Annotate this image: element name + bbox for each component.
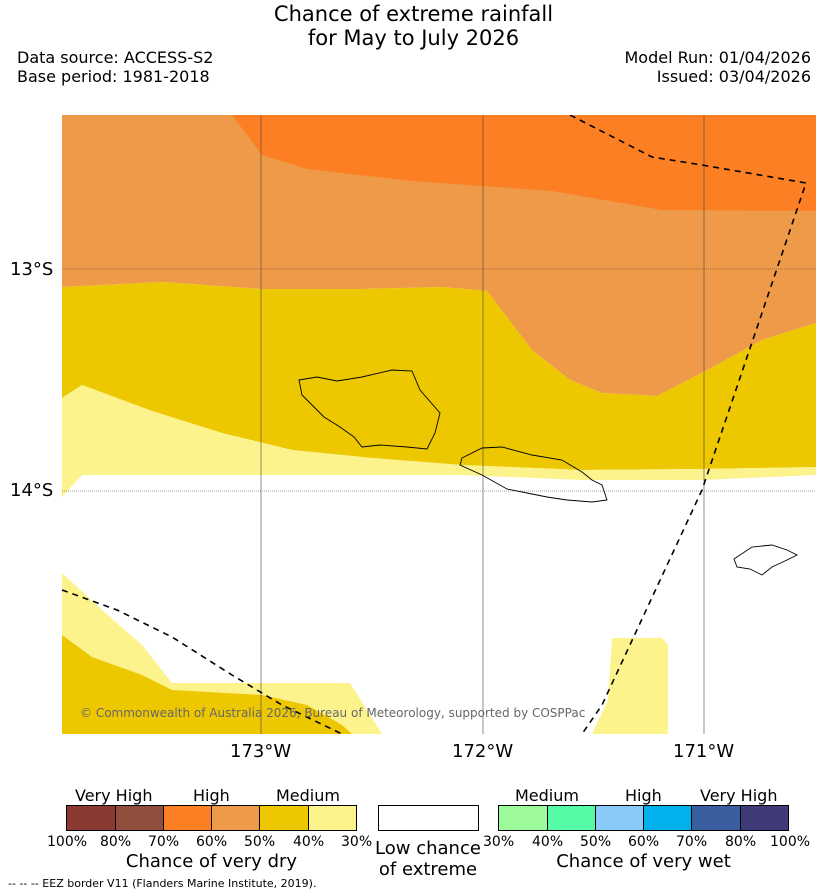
legend-wet-title: Chance of very wet bbox=[556, 851, 731, 872]
legend-dry-swatch-1 bbox=[66, 805, 116, 831]
dry-60-70-region bbox=[232, 115, 816, 211]
legend-dry-pct: 70% bbox=[148, 834, 180, 850]
metadata-left: Data source: ACCESS-S2 Base period: 1981… bbox=[17, 48, 213, 86]
legend-wet-pct: 50% bbox=[580, 834, 612, 850]
data-source: Data source: ACCESS-S2 bbox=[17, 48, 214, 67]
upolu-island bbox=[459, 446, 608, 503]
model-run: Model Run: 01/04/2026 bbox=[624, 48, 812, 67]
legend-dry-swatch-2 bbox=[115, 805, 164, 831]
legend-wet-swatch-1 bbox=[498, 805, 548, 831]
lon-label-171w: 171°W bbox=[673, 741, 735, 762]
eez-border bbox=[62, 115, 808, 734]
legend-dry-pct: 50% bbox=[244, 834, 276, 850]
dry-40-50-region-sw bbox=[62, 635, 352, 734]
dry-40-50-region bbox=[62, 282, 816, 470]
legend-wet-swatch-2 bbox=[547, 805, 596, 831]
legend-dry-pct: 40% bbox=[293, 834, 325, 850]
map-title: Chance of extreme rainfall for May to Ju… bbox=[0, 2, 827, 50]
issued-date: Issued: 03/04/2026 bbox=[656, 67, 811, 86]
legend-wet-swatch-4 bbox=[643, 805, 692, 831]
legend-low-title: Low chance of extreme bbox=[370, 838, 486, 880]
coastlines bbox=[298, 369, 799, 576]
eez-border-southwest bbox=[62, 589, 343, 734]
legend-wet-cat-medium: Medium bbox=[515, 786, 579, 805]
legend-dry-pct: 60% bbox=[196, 834, 228, 850]
title-line-2: for May to July 2026 bbox=[307, 26, 520, 50]
legend-low-swatch bbox=[378, 805, 479, 831]
lon-label-173w: 173°W bbox=[230, 741, 292, 762]
graticule bbox=[62, 115, 816, 734]
legend-dry-pct: 80% bbox=[100, 834, 132, 850]
legend-dry-cat-very-high: Very High bbox=[75, 786, 153, 805]
copyright-text: © Commonwealth of Australia 2026, Bureau… bbox=[80, 706, 585, 720]
legend-dry-swatch-3 bbox=[163, 805, 212, 831]
lat-label-14s: 14°S bbox=[10, 480, 54, 501]
legend-wet-swatch-6 bbox=[740, 805, 789, 831]
eez-border-east bbox=[569, 115, 808, 734]
tutuila-island bbox=[733, 544, 799, 576]
legend-wet-cat-high: High bbox=[625, 786, 662, 805]
legend-dry-cat-medium: Medium bbox=[276, 786, 340, 805]
legend-wet-swatch-3 bbox=[595, 805, 644, 831]
legend-dry-swatch-4 bbox=[211, 805, 260, 831]
legend-wet-pct: 30% bbox=[483, 834, 515, 850]
metadata-right: Model Run: 01/04/2026 Issued: 03/04/2026 bbox=[625, 48, 812, 86]
base-period: Base period: 1981-2018 bbox=[17, 67, 210, 86]
legend-wet-cat-very-high: Very High bbox=[700, 786, 778, 805]
legend-dry-swatch-6 bbox=[308, 805, 357, 831]
rainfall-map: © Commonwealth of Australia 2026, Bureau… bbox=[62, 115, 816, 734]
title-line-1: Chance of extreme rainfall bbox=[273, 2, 554, 26]
legend-dry-pct: 30% bbox=[341, 834, 373, 850]
dry-30-40-region bbox=[62, 385, 816, 497]
lat-label-13s: 13°S bbox=[10, 259, 54, 280]
legend-wet-pct: 70% bbox=[676, 834, 708, 850]
legend-wet-swatch-5 bbox=[691, 805, 741, 831]
savaii-island bbox=[298, 369, 441, 450]
legend-wet-pct: 40% bbox=[532, 834, 564, 850]
legend-low-line-1: Low chance bbox=[375, 838, 481, 859]
legend-dry-cat-high: High bbox=[193, 786, 230, 805]
dry-30-40-region-se bbox=[592, 638, 668, 734]
legend-wet-pct: 80% bbox=[725, 834, 757, 850]
legend-dry-pct: 100% bbox=[47, 834, 88, 850]
legend-dry-title: Chance of very dry bbox=[125, 851, 298, 872]
legend-wet-pct: 100% bbox=[770, 834, 811, 850]
lon-label-172w: 172°W bbox=[452, 741, 514, 762]
eez-border-note: -- -- -- EEZ border V11 (Flanders Marine… bbox=[8, 877, 317, 890]
legend-dry-swatch-5 bbox=[259, 805, 309, 831]
legend-wet-pct: 60% bbox=[628, 834, 660, 850]
legend-low-line-2: of extreme bbox=[378, 859, 478, 880]
